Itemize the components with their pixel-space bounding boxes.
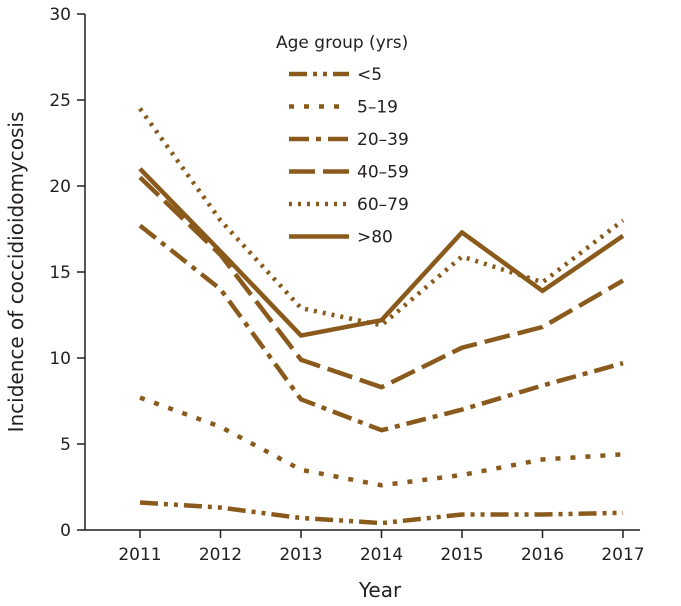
x-tick-label: 2011 [118,545,161,565]
legend-label: 20–39 [357,130,409,150]
x-tick-label: 2015 [440,545,483,565]
legend-label: >80 [357,228,393,248]
y-axis-title: Incidence of coccidioidomycosis [4,112,28,433]
series-line-gt80 [138,167,625,338]
series-layer [138,107,625,526]
x-tick-label: 2014 [360,545,403,565]
y-tick-label: 5 [60,435,71,455]
x-tick-label: 2016 [521,545,564,565]
series-line-5-19 [139,395,624,488]
y-tick-label: 30 [49,5,71,25]
series-line-20-39 [138,223,624,433]
plot-frame [84,14,640,531]
legend: Age group (yrs) <5 5–19 20–39 40–59 60–79 >80 [276,33,409,248]
legend-label: <5 [357,65,382,85]
ticks: 0 5 10 15 20 25 30 2011 2012 2013 2014 2015 2016 2017 [49,5,644,565]
y-tick-label: 15 [49,263,71,283]
series-line-40-59 [138,175,625,390]
x-tick-label: 2017 [601,545,644,565]
x-tick-label: 2012 [199,545,242,565]
legend-title: Age group (yrs) [276,33,408,53]
legend-label: 60–79 [357,195,409,215]
y-tick-label: 25 [49,91,71,111]
y-tick-label: 10 [49,349,71,369]
series-line-lt5 [139,500,624,526]
series-line-60-79 [138,107,625,328]
x-tick-label: 2013 [279,545,322,565]
axes [84,14,640,531]
x-axis-title: Year [358,578,402,602]
legend-label: 40–59 [357,163,409,183]
y-tick-label: 0 [60,521,71,541]
legend-label: 5–19 [357,98,398,118]
y-tick-label: 20 [49,177,71,197]
